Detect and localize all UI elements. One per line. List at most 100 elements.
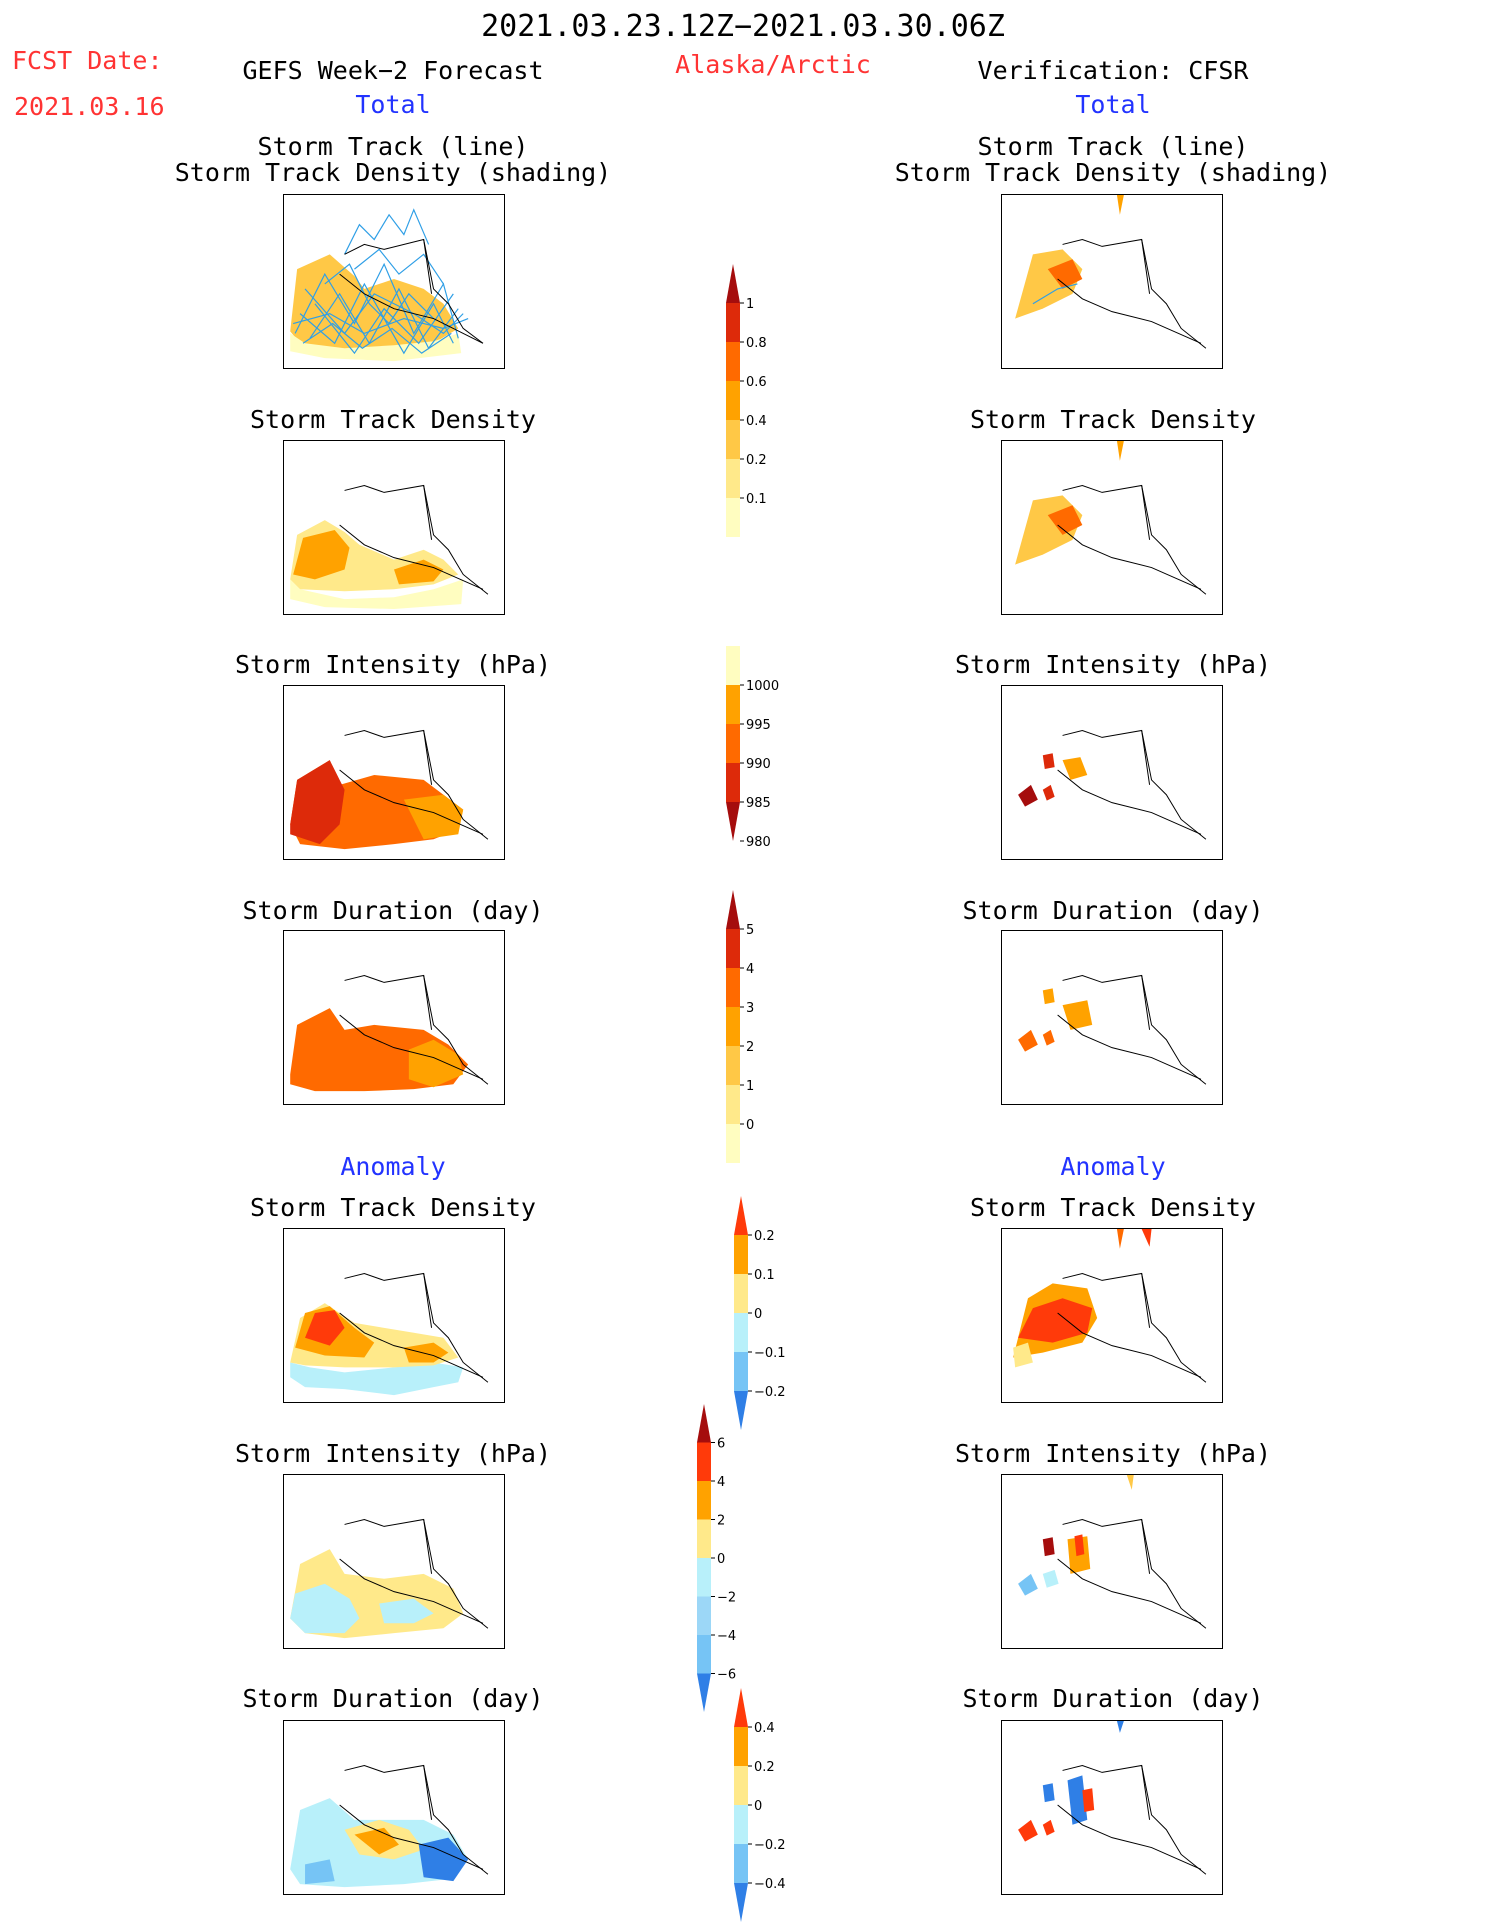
right-density-title: Storm Track Density — [970, 405, 1256, 434]
colorbar-tick-label: 980 — [746, 835, 771, 850]
colorbar-tick-label: −4 — [717, 1629, 736, 1644]
colorbar-swatch — [697, 1673, 711, 1712]
map-fcst-anom-duration — [283, 1720, 505, 1895]
map-cfsr-anom-density — [1001, 1228, 1223, 1403]
map-fcst-intensity — [283, 685, 505, 860]
colorbar-swatch — [697, 1442, 711, 1481]
colorbar-swatch — [734, 1805, 748, 1844]
colorbar-tick-label: 0.8 — [746, 336, 767, 351]
right-anom-density-title: Storm Track Density — [970, 1193, 1256, 1222]
colorbar-swatch — [726, 420, 740, 459]
left-anomaly-label: Anomaly — [340, 1152, 446, 1181]
colorbar-tick-label: 0 — [717, 1552, 725, 1567]
map-fcst-anom-density — [283, 1228, 505, 1403]
colorbar-swatch — [734, 1352, 748, 1391]
colorbar-tick-label: 0.4 — [754, 1721, 775, 1736]
right-track-shading-title: Storm Track Density (shading) — [894, 158, 1332, 187]
left-column-title: GEFS Week−2 Forecast — [242, 56, 544, 85]
map-fcst-anom-intensity — [283, 1474, 505, 1649]
colorbar-tick-label: 6 — [717, 1437, 725, 1452]
colorbar-anom-density: 0.2 0.1 0 −0.1 −0.2 — [734, 1196, 794, 1440]
colorbar-anom-intensity: 6 4 2 0 −2 −4 −6 — [697, 1404, 757, 1728]
colorbar-swatch — [726, 342, 740, 381]
colorbar-swatch — [734, 1766, 748, 1805]
colorbar-swatch — [697, 1635, 711, 1674]
left-duration-title: Storm Duration (day) — [242, 896, 544, 925]
colorbar-tick-label: 0 — [754, 1799, 762, 1814]
colorbar-swatch — [726, 1046, 740, 1085]
colorbar-swatch — [734, 1391, 748, 1430]
map-cfsr-anom-duration — [1001, 1720, 1223, 1895]
colorbar-tick-label: 3 — [746, 1001, 754, 1016]
colorbar-swatch — [697, 1519, 711, 1558]
left-anom-density-title: Storm Track Density — [250, 1193, 536, 1222]
map-cfsr-duration — [1001, 930, 1223, 1105]
colorbar-swatch — [734, 1688, 748, 1727]
colorbar-total-duration-svg: 5 4 3 2 1 0 — [726, 890, 754, 1163]
colorbar-swatch — [726, 724, 740, 763]
colorbar-swatch — [734, 1727, 748, 1766]
colorbar-tick-label: −0.4 — [754, 1877, 786, 1892]
colorbar-tick-label: −0.2 — [754, 1385, 786, 1400]
colorbar-tick-label: 0.2 — [746, 453, 767, 468]
map-fcst-track — [283, 194, 505, 369]
right-total-label: Total — [1075, 90, 1151, 119]
colorbar-swatch — [726, 264, 740, 303]
right-anom-intensity-title: Storm Intensity (hPa) — [954, 1439, 1272, 1468]
colorbar-anom-density-svg: 0.2 0.1 0 −0.1 −0.2 — [734, 1196, 786, 1430]
colorbar-swatch — [697, 1558, 711, 1597]
colorbar-swatch — [734, 1883, 748, 1922]
colorbar-swatch — [726, 968, 740, 1007]
colorbar-swatch — [726, 929, 740, 968]
colorbar-tick-label: 0.2 — [754, 1760, 775, 1775]
colorbar-total-intensity-svg: 1000 995 990 985 980 — [726, 646, 779, 850]
colorbar-swatch — [726, 1124, 740, 1163]
colorbar-tick-label: 2 — [717, 1514, 725, 1529]
colorbar-anom-duration: 0.4 0.2 0 −0.2 −0.4 — [734, 1688, 794, 1932]
colorbar-total-density-svg: 1 0.8 0.6 0.4 0.2 0.1 — [726, 264, 767, 537]
colorbar-swatch — [726, 1085, 740, 1124]
colorbar-swatch — [726, 498, 740, 537]
colorbar-swatch — [726, 802, 740, 841]
colorbar-swatch — [726, 763, 740, 802]
left-intensity-title: Storm Intensity (hPa) — [234, 650, 552, 679]
map-fcst-duration — [283, 930, 505, 1105]
right-anom-duration-title: Storm Duration (day) — [962, 1684, 1264, 1713]
left-track-shading-title: Storm Track Density (shading) — [174, 158, 612, 187]
colorbar-swatch — [726, 646, 740, 685]
colorbar-swatch — [726, 1007, 740, 1046]
colorbar-tick-label: 1000 — [746, 679, 779, 694]
date-range-title: 2021.03.23.12Z−2021.03.30.06Z — [481, 9, 1005, 44]
right-anomaly-label: Anomaly — [1060, 1152, 1166, 1181]
colorbar-tick-label: 2 — [746, 1040, 754, 1055]
colorbar-tick-label: 4 — [746, 962, 754, 977]
colorbar-swatch — [734, 1235, 748, 1274]
colorbar-swatch — [697, 1481, 711, 1520]
colorbar-swatch — [697, 1404, 711, 1443]
colorbar-tick-label: 5 — [746, 923, 754, 938]
left-anom-intensity-title: Storm Intensity (hPa) — [234, 1439, 552, 1468]
colorbar-tick-label: 0.4 — [746, 414, 767, 429]
left-anom-duration-title: Storm Duration (day) — [242, 1684, 544, 1713]
map-fcst-density — [283, 440, 505, 615]
colorbar-swatch — [734, 1313, 748, 1352]
colorbar-tick-label: 0 — [746, 1118, 754, 1133]
colorbar-swatch — [697, 1596, 711, 1635]
right-intensity-title: Storm Intensity (hPa) — [954, 650, 1272, 679]
colorbar-swatch — [726, 381, 740, 420]
colorbar-tick-label: 0 — [754, 1307, 762, 1322]
right-column-title: Verification: CFSR — [977, 56, 1249, 85]
colorbar-tick-label: −6 — [717, 1668, 736, 1683]
colorbar-swatch — [726, 685, 740, 724]
colorbar-total-duration: 5 4 3 2 1 0 — [726, 890, 786, 1174]
colorbar-tick-label: 990 — [746, 757, 771, 772]
colorbar-tick-label: 985 — [746, 796, 771, 811]
colorbar-tick-label: 1 — [746, 1079, 754, 1094]
colorbar-tick-label: −0.1 — [754, 1346, 786, 1361]
left-density-title: Storm Track Density — [250, 405, 536, 434]
region-title: Alaska/Arctic — [675, 50, 871, 79]
colorbar-swatch — [734, 1844, 748, 1883]
fcst-date-value: 2021.03.16 — [14, 92, 165, 121]
colorbar-tick-label: −0.2 — [754, 1838, 786, 1853]
colorbar-tick-label: 4 — [717, 1475, 725, 1490]
